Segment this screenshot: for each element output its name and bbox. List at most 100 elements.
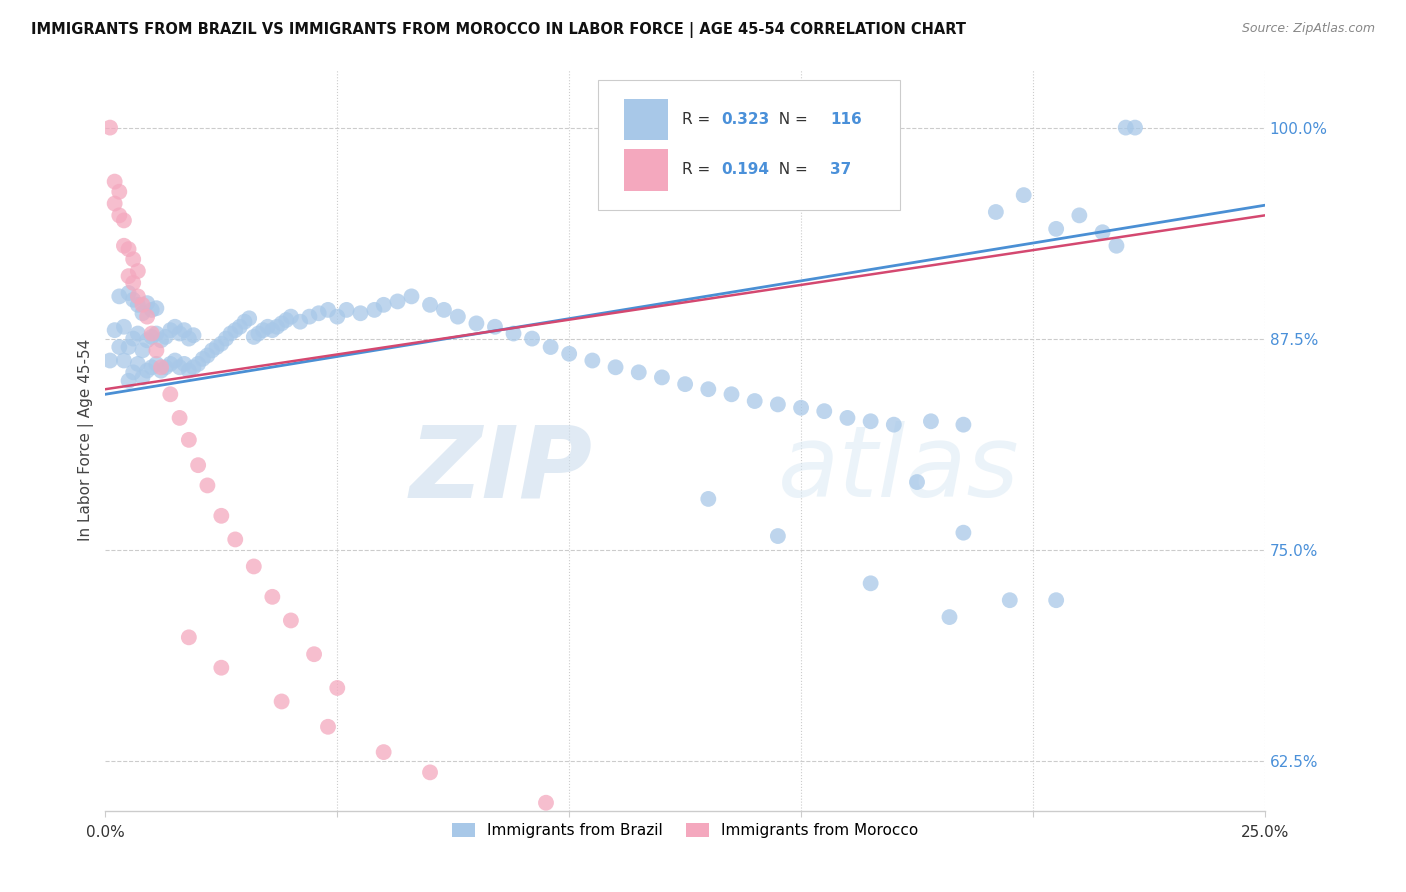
- Point: [266, 319, 288, 334]
- Point: [859, 576, 882, 591]
- Point: [938, 610, 960, 624]
- Point: [256, 319, 278, 334]
- Point: [1045, 593, 1067, 607]
- Point: [187, 458, 209, 472]
- Point: [150, 364, 173, 378]
- Point: [837, 411, 859, 425]
- Point: [127, 298, 149, 312]
- Point: [465, 317, 488, 331]
- Point: [605, 360, 627, 375]
- Point: [316, 720, 339, 734]
- Point: [127, 357, 149, 371]
- Point: [197, 478, 219, 492]
- Point: [813, 404, 835, 418]
- Point: [484, 319, 506, 334]
- Point: [127, 289, 149, 303]
- Point: [766, 397, 789, 411]
- Point: [122, 293, 145, 307]
- Point: [136, 310, 159, 324]
- Point: [262, 323, 284, 337]
- Point: [127, 264, 149, 278]
- Bar: [624, 98, 668, 140]
- Point: [219, 326, 242, 341]
- Point: [177, 630, 200, 644]
- Point: [720, 387, 742, 401]
- Point: [651, 370, 673, 384]
- Point: [673, 377, 696, 392]
- Point: [280, 614, 302, 628]
- Point: [173, 357, 195, 371]
- Point: [141, 360, 163, 375]
- Point: [280, 310, 302, 324]
- Point: [224, 323, 246, 337]
- Point: [173, 323, 195, 337]
- Point: [215, 332, 238, 346]
- Point: [141, 326, 163, 341]
- Point: [883, 417, 905, 432]
- Point: [238, 311, 260, 326]
- Point: [104, 175, 127, 189]
- Point: [224, 533, 246, 547]
- Point: [433, 302, 456, 317]
- Point: [136, 296, 159, 310]
- Point: [187, 357, 209, 371]
- Point: [209, 661, 232, 675]
- Text: 25.0%: 25.0%: [1240, 825, 1289, 839]
- Point: [108, 289, 131, 303]
- Text: N =: N =: [769, 162, 813, 178]
- Point: [373, 298, 395, 312]
- Point: [229, 319, 252, 334]
- FancyBboxPatch shape: [598, 79, 900, 210]
- Text: IMMIGRANTS FROM BRAZIL VS IMMIGRANTS FROM MOROCCO IN LABOR FORCE | AGE 45-54 COR: IMMIGRANTS FROM BRAZIL VS IMMIGRANTS FRO…: [31, 22, 966, 38]
- Point: [998, 593, 1021, 607]
- Point: [276, 313, 298, 327]
- Point: [1012, 188, 1035, 202]
- Point: [131, 298, 153, 312]
- Point: [288, 315, 311, 329]
- Point: [98, 120, 121, 135]
- Point: [243, 559, 266, 574]
- Point: [122, 332, 145, 346]
- Point: [169, 360, 191, 375]
- Point: [117, 374, 139, 388]
- Point: [502, 326, 524, 341]
- Point: [1091, 225, 1114, 239]
- Point: [197, 348, 219, 362]
- Point: [581, 353, 603, 368]
- Text: ZIP: ZIP: [409, 421, 592, 518]
- Point: [859, 414, 882, 428]
- Point: [1069, 208, 1091, 222]
- Point: [117, 340, 139, 354]
- Point: [183, 328, 205, 343]
- Point: [159, 357, 181, 371]
- Point: [1045, 222, 1067, 236]
- Point: [145, 343, 167, 358]
- Point: [150, 333, 173, 347]
- Point: [697, 382, 720, 396]
- Point: [112, 353, 135, 368]
- Point: [534, 796, 557, 810]
- Point: [145, 326, 167, 341]
- Point: [201, 343, 224, 358]
- Point: [326, 681, 349, 695]
- Point: [209, 508, 232, 523]
- Point: [373, 745, 395, 759]
- Point: [104, 196, 127, 211]
- Point: [131, 370, 153, 384]
- Point: [262, 590, 284, 604]
- Point: [141, 330, 163, 344]
- Point: [159, 323, 181, 337]
- Text: 0.194: 0.194: [721, 162, 769, 178]
- Point: [952, 525, 974, 540]
- Point: [163, 319, 186, 334]
- Point: [247, 326, 270, 341]
- Point: [326, 310, 349, 324]
- Point: [155, 360, 177, 375]
- Point: [104, 323, 127, 337]
- Point: [112, 239, 135, 253]
- Point: [697, 491, 720, 506]
- Point: [349, 306, 371, 320]
- Point: [790, 401, 813, 415]
- Point: [117, 242, 139, 256]
- Point: [1123, 120, 1146, 135]
